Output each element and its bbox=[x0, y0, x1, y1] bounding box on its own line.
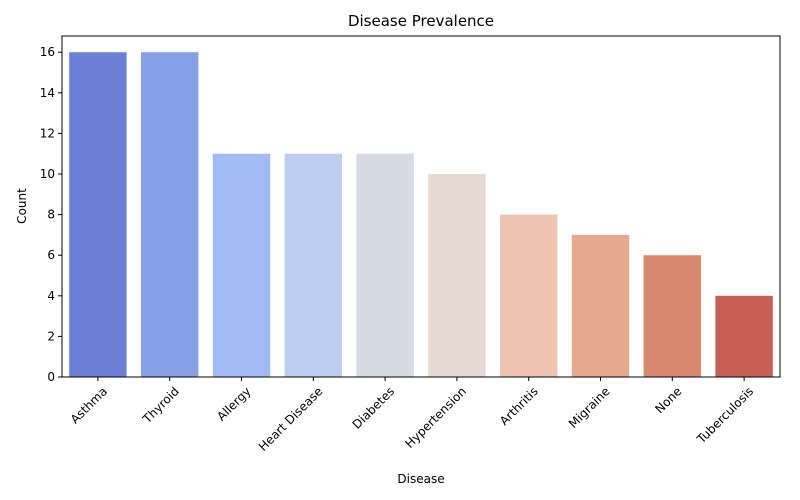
y-tick-label: 8 bbox=[47, 208, 55, 222]
bar-migraine bbox=[571, 234, 630, 377]
y-tick-label: 14 bbox=[40, 86, 55, 100]
chart-title: Disease Prevalence bbox=[348, 12, 494, 30]
x-tick-label: Heart Disease bbox=[256, 384, 326, 454]
y-tick-label: 16 bbox=[40, 45, 55, 59]
bar-none bbox=[643, 255, 702, 377]
y-tick-label: 0 bbox=[47, 370, 55, 384]
y-tick-label: 12 bbox=[40, 126, 55, 140]
y-axis-label: Count bbox=[15, 188, 29, 224]
x-tick-label: Tuberculosis bbox=[694, 384, 757, 447]
x-axis-label: Disease bbox=[397, 472, 444, 486]
y-tick-label: 6 bbox=[47, 248, 55, 262]
x-tick-label: Diabetes bbox=[350, 384, 398, 432]
x-tick-label: Allergy bbox=[214, 384, 253, 423]
y-axis: 0 2 4 6 8 10 12 14 16 bbox=[40, 45, 62, 384]
x-tick-label: None bbox=[652, 384, 684, 416]
x-tick-label: Migraine bbox=[566, 384, 613, 431]
y-tick-label: 10 bbox=[40, 167, 55, 181]
bar-allergy bbox=[212, 153, 271, 377]
bar-asthma bbox=[69, 52, 127, 377]
bar-hypertension bbox=[428, 174, 486, 377]
plot-frame bbox=[61, 35, 781, 378]
bar-diabetes bbox=[356, 153, 414, 377]
bars-group bbox=[69, 52, 773, 377]
x-axis: Asthma Thyroid Allergy Heart Disease Diabete… bbox=[68, 377, 757, 454]
x-tick-label: Thyroid bbox=[139, 384, 181, 426]
x-tick-label: Arthritis bbox=[497, 384, 541, 428]
bar-arthritis bbox=[499, 214, 558, 377]
x-tick-label: Hypertension bbox=[402, 384, 469, 451]
bar-heart-disease bbox=[284, 153, 343, 377]
y-tick-label: 4 bbox=[47, 289, 55, 303]
bar-thyroid bbox=[140, 52, 199, 377]
x-tick-label: Asthma bbox=[68, 384, 110, 426]
bar-tuberculosis bbox=[715, 295, 773, 377]
y-tick-label: 2 bbox=[47, 329, 55, 343]
